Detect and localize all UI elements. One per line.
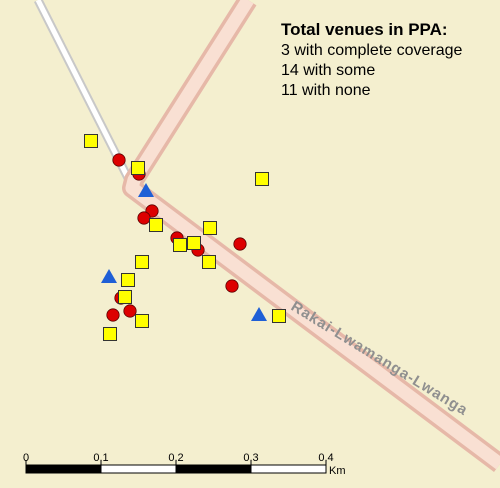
venue-no-coverage-marker	[112, 153, 126, 167]
venue-complete-coverage-marker	[138, 183, 154, 197]
venue-some-coverage-marker	[149, 218, 163, 232]
scale-bar: 0 0.1 0.2 0.3 0.4 Km	[23, 452, 346, 477]
scale-label-2: 0.2	[168, 452, 183, 464]
venue-some-coverage-marker	[121, 273, 135, 287]
venue-some-coverage-marker	[203, 221, 217, 235]
venue-some-coverage-marker	[187, 236, 201, 250]
venue-complete-coverage-marker	[251, 307, 267, 321]
main-road	[122, 0, 500, 472]
venue-some-coverage-marker	[202, 255, 216, 269]
venue-some-coverage-marker	[272, 309, 286, 323]
venue-some-coverage-marker	[103, 327, 117, 341]
scale-label-4: 0.4	[318, 452, 333, 464]
legend-none-text: 11 with none	[281, 82, 371, 99]
venue-some-coverage-marker	[118, 290, 132, 304]
venue-some-coverage-marker	[135, 314, 149, 328]
venue-no-coverage-marker	[106, 308, 120, 322]
track-road	[33, 0, 133, 181]
legend: Total venues in PPA: 3 with complete cov…	[281, 20, 463, 99]
legend-some-text: 14 with some	[281, 62, 375, 79]
venue-some-coverage-marker	[135, 255, 149, 269]
venue-markers	[84, 134, 286, 341]
venue-some-coverage-marker	[173, 238, 187, 252]
venue-some-coverage-marker	[255, 172, 269, 186]
venue-no-coverage-marker	[137, 211, 151, 225]
venue-no-coverage-marker	[233, 237, 247, 251]
scale-unit: Km	[329, 465, 346, 477]
scale-label-1: 0.1	[93, 452, 108, 464]
venue-some-coverage-marker	[131, 161, 145, 175]
venue-complete-coverage-marker	[101, 269, 117, 283]
scale-label-0: 0	[23, 452, 29, 464]
venue-no-coverage-marker	[225, 279, 239, 293]
scale-label-3: 0.3	[243, 452, 258, 464]
scale-segment-1	[26, 465, 101, 473]
legend-title: Total venues in PPA:	[281, 20, 448, 39]
legend-complete-text: 3 with complete coverage	[281, 42, 463, 59]
venue-no-coverage-marker	[123, 304, 137, 318]
scale-segment-3	[176, 465, 251, 473]
venue-some-coverage-marker	[84, 134, 98, 148]
